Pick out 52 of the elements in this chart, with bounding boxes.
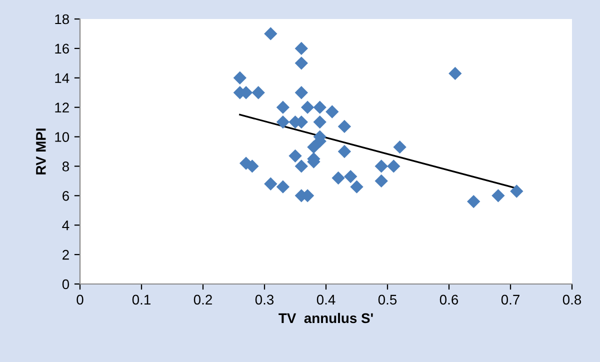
x-tick-label: 0.2 xyxy=(194,294,212,305)
point xyxy=(252,86,265,100)
point xyxy=(307,140,320,154)
point xyxy=(332,171,345,185)
point xyxy=(313,115,326,129)
point xyxy=(276,180,290,194)
x-tick-label: 0.8 xyxy=(562,294,582,305)
y-tick-label: 0 xyxy=(62,279,70,290)
point xyxy=(276,100,290,114)
y-tick-label: 16 xyxy=(55,44,69,54)
point xyxy=(374,174,388,188)
point xyxy=(510,184,524,198)
x-tick-label: 0.3 xyxy=(255,294,274,305)
x-tick-label: 0.7 xyxy=(501,294,520,305)
point xyxy=(276,115,290,129)
point xyxy=(294,86,308,100)
x-tick-label: 0 xyxy=(76,294,84,305)
point xyxy=(374,160,388,173)
x-tick-label: 0.5 xyxy=(378,294,397,305)
point xyxy=(264,27,278,40)
y-tick-label: 18 xyxy=(55,14,69,24)
point xyxy=(294,56,308,70)
x-tick-label: 0.6 xyxy=(440,294,458,305)
y-tick-label: 4 xyxy=(62,220,70,230)
point xyxy=(246,160,259,173)
point xyxy=(387,160,400,173)
point xyxy=(264,177,278,190)
y-tick-label: 14 xyxy=(55,73,70,83)
point xyxy=(448,66,462,80)
point xyxy=(294,160,308,173)
y-tick-label: 10 xyxy=(55,132,70,142)
y-tick-label: 2 xyxy=(62,250,69,260)
x-tick-label: 0.1 xyxy=(132,294,150,305)
y-axis-title: RV MPI xyxy=(36,128,46,174)
point xyxy=(344,170,358,184)
y-tick-label: 12 xyxy=(55,102,69,112)
point xyxy=(288,149,302,163)
point xyxy=(467,194,480,208)
point xyxy=(492,189,505,202)
point xyxy=(393,140,406,154)
point xyxy=(350,180,364,194)
x-tick-label: 0.4 xyxy=(316,294,336,305)
point xyxy=(233,71,246,84)
y-tick-label: 8 xyxy=(62,162,69,172)
x-axis-title: TV annulus S' xyxy=(278,312,373,324)
point xyxy=(313,100,326,114)
point xyxy=(294,42,308,56)
point xyxy=(300,100,314,114)
point xyxy=(338,144,352,158)
point xyxy=(338,120,352,134)
point xyxy=(326,105,339,118)
y-tick-label: 6 xyxy=(62,191,69,201)
